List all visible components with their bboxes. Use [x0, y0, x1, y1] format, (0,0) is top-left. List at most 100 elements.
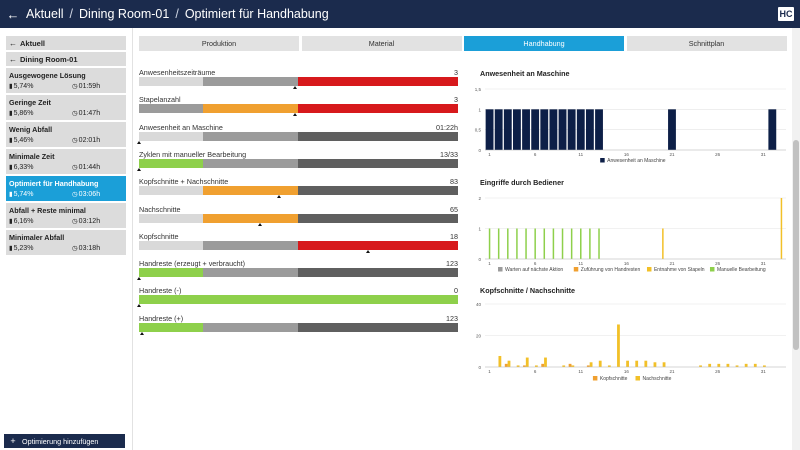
clock-icon: ◷ — [72, 218, 78, 225]
waste-icon: ▮ — [9, 110, 13, 117]
optimization-option[interactable]: Abfall + Reste minimal ▮6,16% ◷03:12h — [6, 203, 126, 228]
option-duration: ◷03:06h — [72, 190, 100, 198]
legend-swatch — [635, 376, 640, 381]
waste-icon: ▮ — [9, 245, 13, 252]
chart-bar — [571, 365, 575, 367]
sidebar-nav-project[interactable]: ← Dining Room-01 — [6, 52, 126, 66]
x-tick-label: 16 — [624, 261, 630, 266]
chart-bar — [635, 360, 639, 367]
chart-bar — [626, 360, 629, 367]
legend-label: Zuführung von Handresten — [581, 267, 641, 273]
chart-bar — [607, 365, 611, 367]
chart-bar — [525, 357, 529, 367]
kpi-gauge: Zyklen mit manueller Bearbeitung 13/33 — [136, 149, 458, 171]
gauge-segment — [139, 186, 203, 196]
x-tick-label: 31 — [761, 261, 767, 266]
option-duration-value: 01:47h — [78, 110, 101, 117]
y-tick-label: 0 — [478, 148, 481, 153]
optimization-option[interactable]: Wenig Abfall ▮5,46% ◷02:01h — [6, 122, 126, 147]
legend-label: Manuelle Bearbeitung — [717, 267, 766, 273]
chart-bar — [561, 228, 564, 259]
plus-icon: + — [10, 436, 16, 446]
gauge-segment — [139, 131, 203, 141]
scrollbar-thumb[interactable] — [793, 140, 799, 350]
y-tick-label: 0,5 — [475, 128, 482, 133]
x-tick-label: 16 — [624, 369, 630, 374]
clock-icon: ◷ — [72, 245, 78, 252]
gauge-value: 83 — [450, 177, 458, 187]
option-duration-value: 03:12h — [78, 218, 101, 225]
option-title: Geringe Zeit — [9, 98, 51, 107]
legend-swatch — [646, 267, 652, 272]
optimization-option[interactable]: Optimiert für Handhabung ▮5,74% ◷03:06h — [6, 176, 126, 201]
tab-material[interactable]: Material — [301, 36, 462, 51]
chart-bar — [503, 109, 512, 150]
back-arrow-icon: ← — [9, 54, 17, 64]
chart-bar — [540, 109, 549, 150]
gauge-value: 123 — [446, 259, 458, 269]
gauge-segment — [139, 322, 203, 332]
tab-produktion[interactable]: Produktion — [139, 36, 299, 51]
gauge-segment — [298, 240, 458, 250]
chart-title-schnitte: Kopfschnitte / Nachschnitte — [480, 286, 576, 295]
breadcrumb-project[interactable]: Dining Room-01 — [79, 7, 170, 21]
gauge-bar — [139, 213, 458, 223]
kpi-gauge: Kopfschnitte 18 — [139, 232, 458, 253]
y-tick-label: 1,5 — [475, 87, 482, 92]
kpi-gauge: Nachschnitte 65 — [139, 204, 458, 226]
breadcrumb-current: Optimiert für Handhabung — [184, 7, 329, 21]
y-tick-label: 20 — [476, 334, 482, 339]
optimization-option[interactable]: Minimaler Abfall ▮5,23% ◷03:18h — [6, 230, 126, 255]
gauge-marker-icon — [136, 140, 141, 144]
option-duration-value: 03:06h — [78, 191, 101, 198]
x-tick-label: 1 — [488, 261, 491, 266]
chart-title-eingriffe: Eingriffe durch Bediener — [480, 178, 564, 187]
gauge-bar — [139, 240, 458, 250]
option-title: Optimiert für Handhabung — [9, 179, 99, 188]
tab-schnittplan[interactable]: Schnittplan — [626, 36, 787, 51]
x-tick-label: 26 — [715, 369, 721, 374]
gauge-marker-icon — [139, 331, 144, 335]
gauge-value: 13/33 — [440, 149, 458, 159]
add-optimization-label: Optimierung hinzufügen — [22, 436, 99, 446]
gauge-bar — [139, 104, 458, 114]
sidebar-nav-label: Aktuell — [20, 38, 46, 48]
tab-handhabung[interactable]: Handhabung — [464, 36, 624, 51]
chart-bar — [744, 363, 748, 367]
y-tick-label: 1 — [478, 227, 481, 232]
sidebar-nav-aktuell[interactable]: ← Aktuell — [6, 36, 126, 50]
kpi-gauge: Anwesenheit an Maschine 01:22h — [136, 122, 458, 144]
optimization-option[interactable]: Ausgewogene Lösung ▮5,74% ◷01:59h — [6, 68, 126, 93]
chart-bar — [617, 324, 620, 367]
waste-icon: ▮ — [9, 164, 13, 171]
option-duration-value: 02:01h — [78, 137, 101, 144]
gauge-segment — [202, 240, 299, 250]
chart-bar — [516, 365, 520, 367]
gauge-segment — [298, 104, 458, 114]
breadcrumb-aktuell[interactable]: Aktuell — [26, 7, 64, 21]
optimization-option[interactable]: Geringe Zeit ▮5,86% ◷01:47h — [6, 95, 126, 120]
gauge-segment — [202, 131, 299, 141]
legend-label: Kopfschnitte — [600, 376, 628, 382]
chart-bar — [504, 363, 508, 367]
gauge-label: Nachschnitte — [139, 204, 181, 214]
chart-bar — [494, 109, 503, 150]
option-duration: ◷03:18h — [72, 244, 100, 252]
chart-bar — [735, 365, 739, 367]
legend-label: Nachschnitte — [643, 376, 672, 382]
add-optimization-button[interactable]: + Optimierung hinzufügen — [4, 434, 125, 448]
option-duration: ◷01:44h — [72, 163, 100, 171]
sidebar-nav-label: Dining Room-01 — [20, 54, 78, 64]
back-arrow-icon[interactable]: ← — [6, 6, 20, 22]
option-percent: ▮6,33% — [9, 163, 33, 171]
optimization-option[interactable]: Minimale Zeit ▮6,33% ◷01:44h — [6, 149, 126, 174]
option-percent-value: 5,46% — [13, 137, 34, 144]
y-tick-label: 1 — [478, 107, 481, 112]
gauge-value: 01:22h — [436, 122, 458, 132]
gauge-bar — [139, 77, 458, 86]
y-tick-label: 2 — [478, 196, 481, 201]
chart-bar — [485, 109, 494, 150]
kpi-gauge: Handreste (erzeugt + verbraucht) 123 — [136, 259, 458, 281]
gauge-marker-icon — [366, 249, 371, 253]
option-title: Minimale Zeit — [9, 152, 55, 161]
